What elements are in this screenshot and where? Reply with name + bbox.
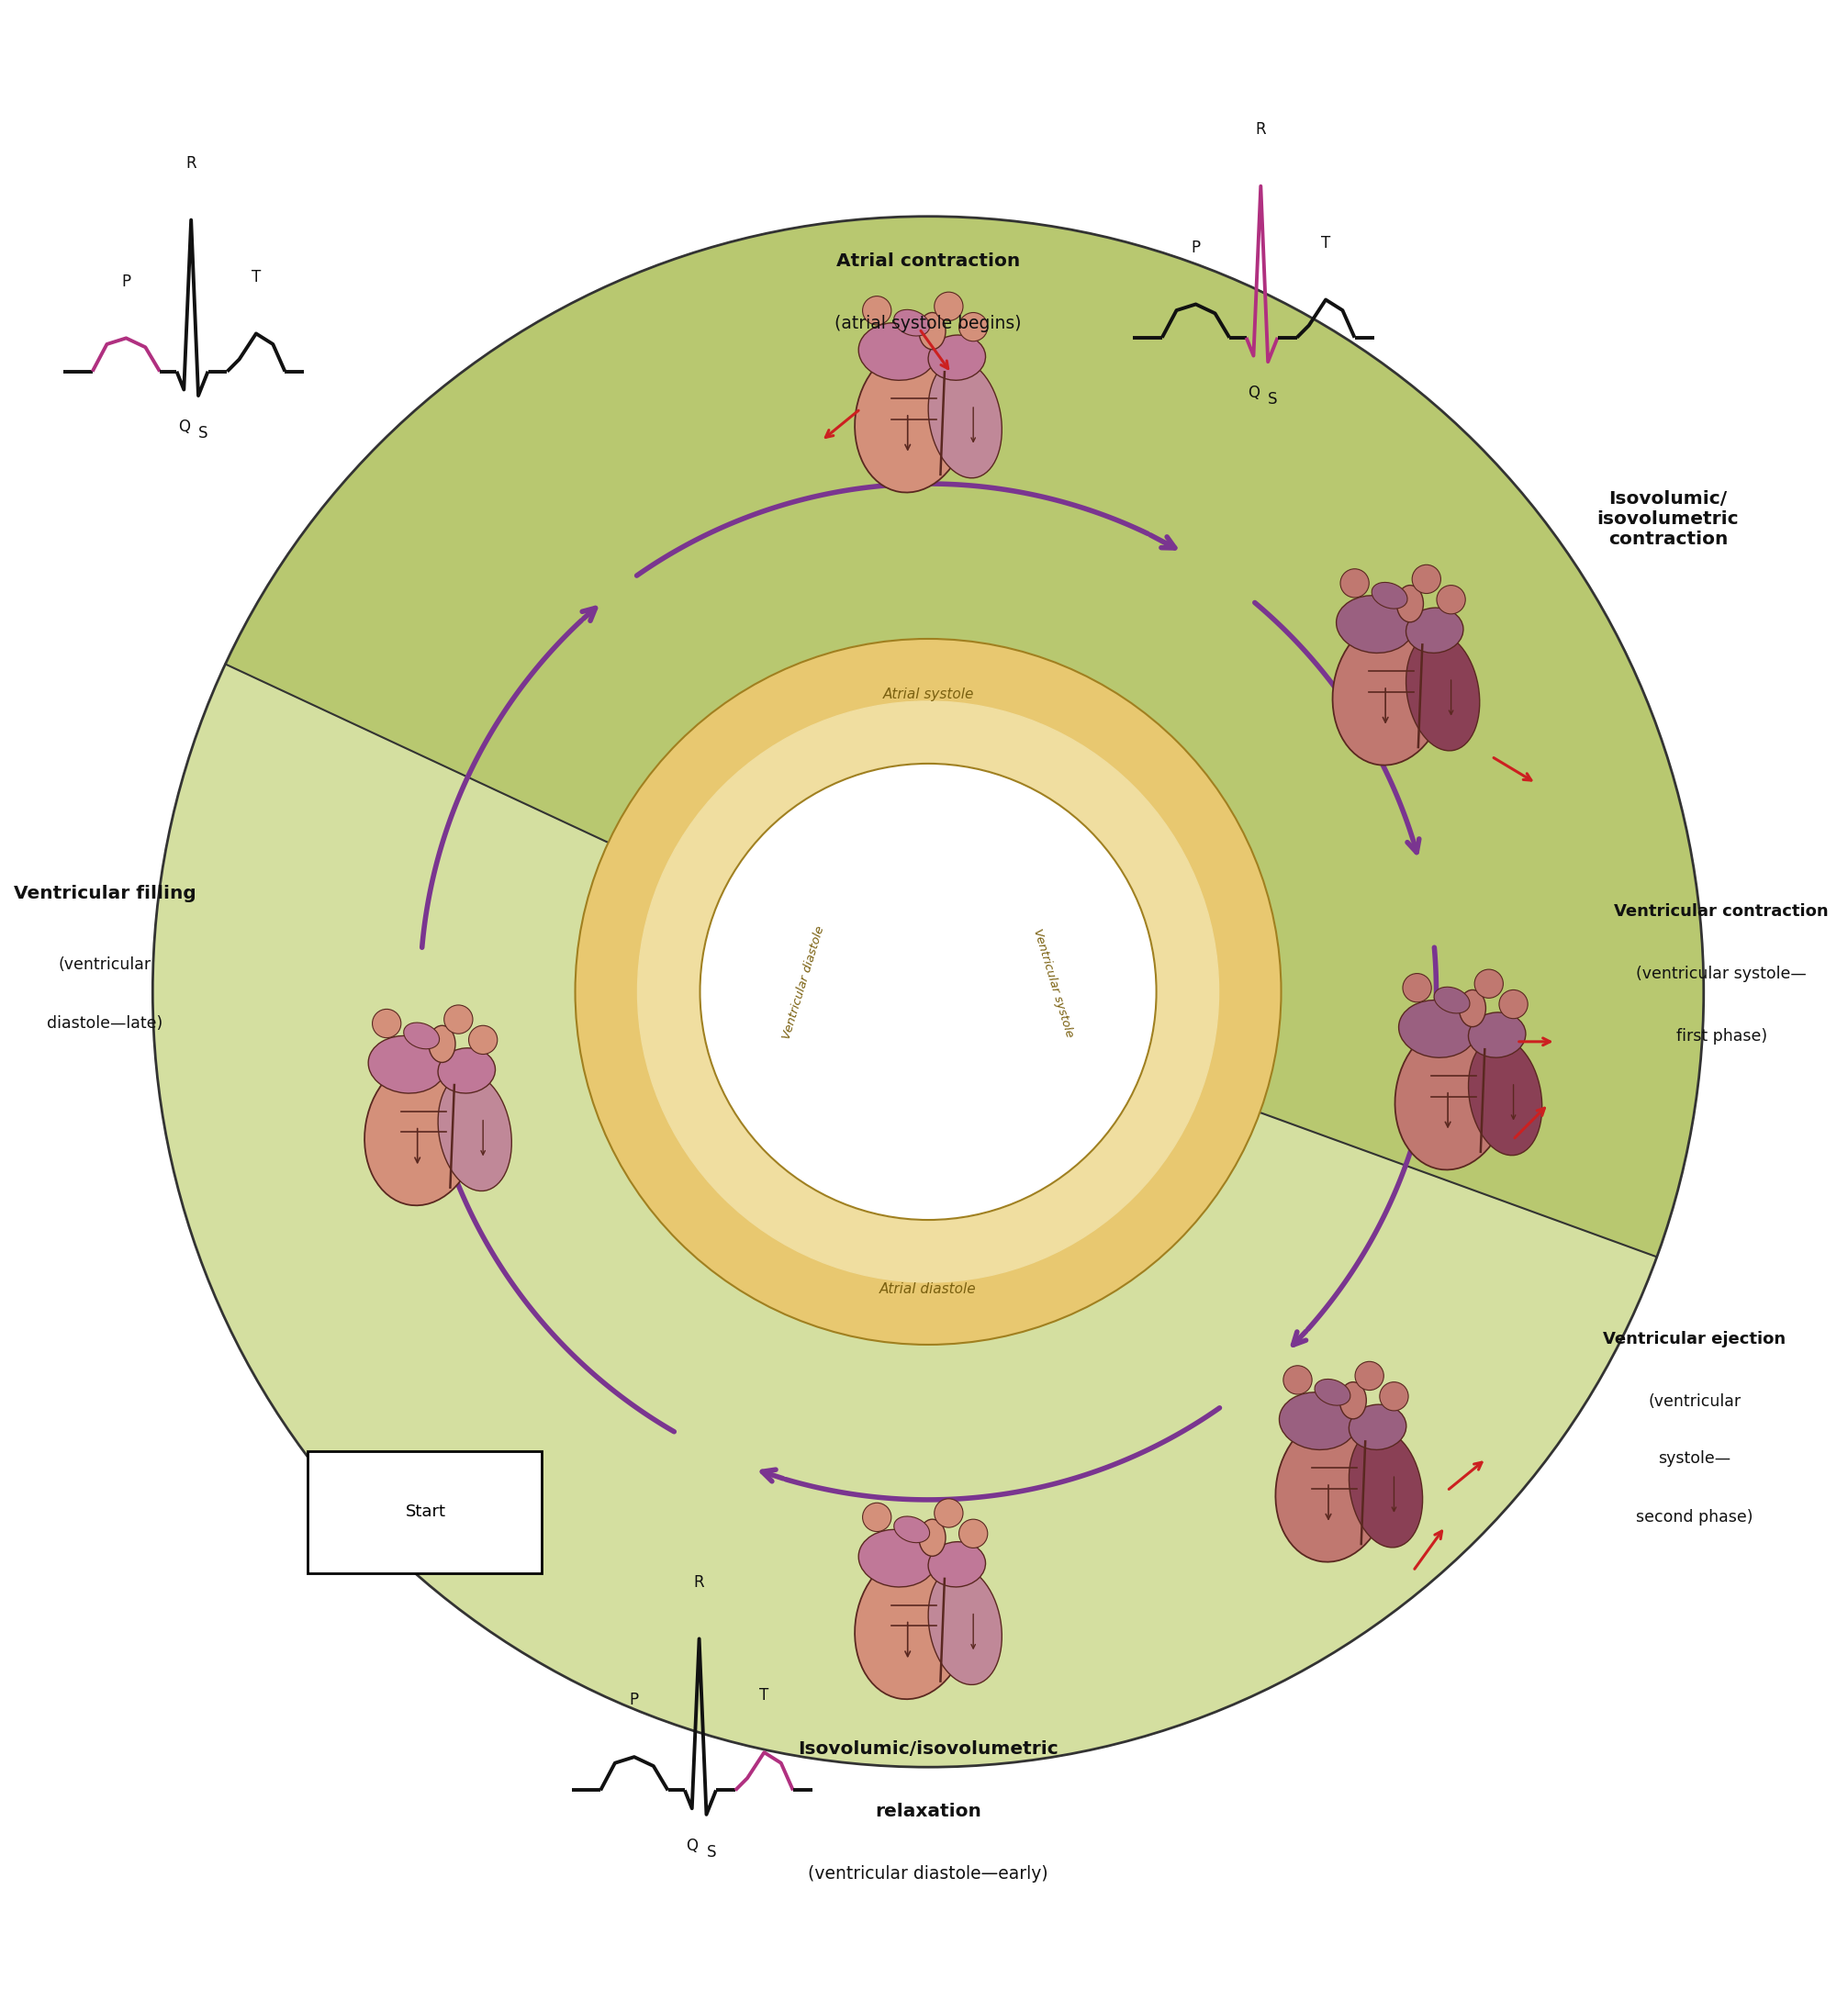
Text: Isovolumic/
isovolumetric
contraction: Isovolumic/ isovolumetric contraction bbox=[1597, 491, 1739, 549]
Text: first phase): first phase) bbox=[1676, 1028, 1767, 1044]
Ellipse shape bbox=[368, 1036, 445, 1093]
Text: S: S bbox=[198, 425, 209, 441]
Circle shape bbox=[863, 296, 891, 324]
Ellipse shape bbox=[1279, 1392, 1356, 1451]
Text: Atrial diastole: Atrial diastole bbox=[880, 1282, 976, 1296]
Circle shape bbox=[1403, 974, 1432, 1002]
Ellipse shape bbox=[1332, 618, 1447, 765]
Circle shape bbox=[371, 1010, 401, 1038]
Text: (ventricular systole—: (ventricular systole— bbox=[1635, 966, 1807, 982]
Ellipse shape bbox=[928, 1567, 1002, 1684]
Circle shape bbox=[1283, 1366, 1312, 1394]
Wedge shape bbox=[225, 217, 1704, 1258]
Ellipse shape bbox=[856, 346, 968, 493]
Text: Q: Q bbox=[177, 418, 190, 435]
Text: Ventricular ejection: Ventricular ejection bbox=[1604, 1332, 1787, 1348]
Ellipse shape bbox=[1460, 990, 1486, 1026]
Circle shape bbox=[863, 1503, 891, 1531]
Circle shape bbox=[1340, 569, 1369, 598]
Circle shape bbox=[1412, 565, 1441, 594]
Ellipse shape bbox=[894, 310, 930, 336]
Ellipse shape bbox=[1406, 634, 1480, 750]
Text: (ventricular: (ventricular bbox=[57, 958, 152, 974]
Circle shape bbox=[153, 217, 1704, 1767]
Text: (ventricular diastole—early): (ventricular diastole—early) bbox=[808, 1865, 1048, 1883]
FancyBboxPatch shape bbox=[309, 1451, 541, 1573]
Circle shape bbox=[959, 1519, 987, 1547]
Ellipse shape bbox=[429, 1026, 455, 1062]
Ellipse shape bbox=[918, 1519, 946, 1555]
Text: Atrial contraction: Atrial contraction bbox=[837, 252, 1020, 270]
Ellipse shape bbox=[1395, 1024, 1510, 1169]
Ellipse shape bbox=[894, 1517, 930, 1543]
Text: Atrial systole: Atrial systole bbox=[883, 688, 974, 700]
Text: second phase): second phase) bbox=[1635, 1509, 1754, 1525]
Text: (ventricular: (ventricular bbox=[1648, 1394, 1741, 1410]
Circle shape bbox=[935, 292, 963, 320]
Text: P: P bbox=[630, 1692, 639, 1708]
Ellipse shape bbox=[856, 1553, 968, 1700]
Circle shape bbox=[444, 1006, 473, 1034]
Ellipse shape bbox=[1275, 1414, 1390, 1561]
Circle shape bbox=[959, 312, 987, 342]
Text: systole—: systole— bbox=[1658, 1451, 1732, 1467]
Circle shape bbox=[935, 1499, 963, 1527]
Text: R: R bbox=[1255, 121, 1266, 137]
Circle shape bbox=[638, 702, 1218, 1282]
Ellipse shape bbox=[438, 1072, 512, 1191]
Ellipse shape bbox=[1397, 585, 1423, 622]
Text: T: T bbox=[1321, 235, 1331, 252]
Circle shape bbox=[469, 1026, 497, 1054]
Text: Q: Q bbox=[1247, 384, 1260, 400]
Text: Ventricular diastole: Ventricular diastole bbox=[780, 926, 826, 1040]
Ellipse shape bbox=[403, 1022, 440, 1048]
Ellipse shape bbox=[859, 322, 937, 380]
Ellipse shape bbox=[928, 1541, 985, 1587]
Ellipse shape bbox=[1469, 1012, 1526, 1058]
Ellipse shape bbox=[1314, 1378, 1351, 1406]
Ellipse shape bbox=[1349, 1404, 1406, 1451]
Text: (atrial systole begins): (atrial systole begins) bbox=[835, 314, 1022, 332]
Circle shape bbox=[575, 640, 1281, 1344]
Circle shape bbox=[1355, 1362, 1384, 1390]
Circle shape bbox=[1499, 990, 1528, 1018]
Ellipse shape bbox=[1371, 581, 1408, 610]
Circle shape bbox=[1475, 970, 1502, 998]
Text: S: S bbox=[706, 1843, 715, 1861]
Ellipse shape bbox=[1469, 1038, 1541, 1155]
Text: diastole—late): diastole—late) bbox=[46, 1016, 163, 1032]
Ellipse shape bbox=[928, 336, 985, 380]
Text: T: T bbox=[251, 268, 261, 286]
Text: P: P bbox=[122, 274, 131, 290]
Text: R: R bbox=[187, 155, 196, 171]
Ellipse shape bbox=[364, 1058, 479, 1205]
Text: Q: Q bbox=[686, 1837, 699, 1855]
Text: Ventricular filling: Ventricular filling bbox=[13, 885, 196, 903]
Ellipse shape bbox=[1336, 596, 1414, 654]
Ellipse shape bbox=[438, 1048, 495, 1093]
Ellipse shape bbox=[1399, 1000, 1477, 1058]
Circle shape bbox=[1380, 1382, 1408, 1410]
Ellipse shape bbox=[918, 312, 946, 350]
Ellipse shape bbox=[1434, 988, 1469, 1014]
Text: Start: Start bbox=[405, 1503, 445, 1521]
Ellipse shape bbox=[1349, 1431, 1423, 1547]
Text: P: P bbox=[1192, 239, 1201, 256]
Text: S: S bbox=[1268, 390, 1277, 408]
Text: relaxation: relaxation bbox=[874, 1803, 981, 1821]
Text: T: T bbox=[760, 1688, 769, 1704]
Ellipse shape bbox=[928, 360, 1002, 479]
Ellipse shape bbox=[1340, 1382, 1366, 1418]
Circle shape bbox=[700, 765, 1157, 1219]
Text: R: R bbox=[693, 1573, 704, 1589]
Text: Isovolumic/isovolumetric: Isovolumic/isovolumetric bbox=[798, 1740, 1059, 1758]
Ellipse shape bbox=[1406, 608, 1464, 654]
Text: Ventricular systole: Ventricular systole bbox=[1031, 928, 1076, 1038]
Ellipse shape bbox=[859, 1529, 937, 1587]
Text: Ventricular contraction: Ventricular contraction bbox=[1615, 903, 1830, 919]
Circle shape bbox=[1436, 585, 1465, 614]
